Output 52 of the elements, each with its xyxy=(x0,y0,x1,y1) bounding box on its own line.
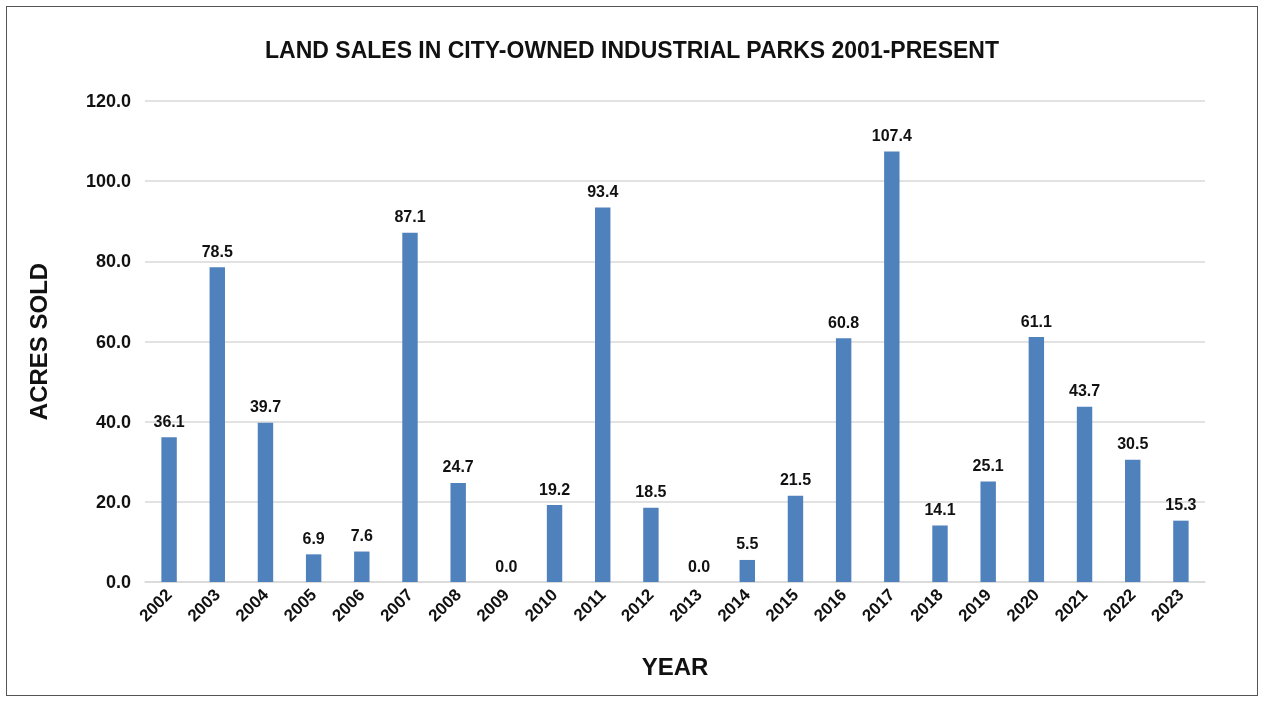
bar xyxy=(835,338,852,582)
y-tick-label: 100.0 xyxy=(85,171,131,192)
data-label: 15.3 xyxy=(1165,496,1197,514)
bar xyxy=(739,559,755,582)
data-label: 39.7 xyxy=(249,398,282,416)
data-label: 21.5 xyxy=(779,471,812,489)
data-label: 87.1 xyxy=(394,208,426,226)
data-label: 43.7 xyxy=(1068,382,1101,400)
bar xyxy=(209,267,225,582)
data-label: 14.1 xyxy=(924,500,956,518)
bar xyxy=(1028,337,1045,582)
y-tick-label: 120.0 xyxy=(85,91,131,111)
y-axis-title: ACRES SOLD xyxy=(24,262,52,421)
y-tick-label: 20.0 xyxy=(95,491,131,512)
data-label: 19.2 xyxy=(538,480,571,498)
data-label: 5.5 xyxy=(736,535,759,553)
bar xyxy=(787,495,804,582)
data-label: 6.9 xyxy=(302,529,325,547)
bar xyxy=(354,551,370,582)
y-tick-label: 40.0 xyxy=(95,411,131,432)
bar xyxy=(932,525,948,582)
bar xyxy=(402,232,418,582)
y-tick-label: 0.0 xyxy=(105,572,131,592)
bar xyxy=(1076,406,1093,582)
bar xyxy=(884,151,900,582)
bar xyxy=(305,554,322,582)
bar xyxy=(595,207,611,582)
data-label: 7.6 xyxy=(350,527,374,545)
data-label: 0.0 xyxy=(687,557,711,575)
data-label: 93.4 xyxy=(587,183,619,201)
y-tick-label: 60.0 xyxy=(95,331,131,352)
x-axis-title: YEAR xyxy=(641,652,709,680)
data-label: 24.7 xyxy=(442,458,474,476)
data-label: 36.1 xyxy=(153,412,185,430)
bar xyxy=(450,482,466,582)
bar xyxy=(1173,520,1189,582)
data-label: 107.4 xyxy=(871,127,912,145)
bar xyxy=(643,507,659,582)
data-label: 61.1 xyxy=(1020,312,1053,330)
data-label: 78.5 xyxy=(201,242,233,260)
bar xyxy=(546,505,563,582)
bar xyxy=(1125,459,1141,582)
data-label: 25.1 xyxy=(972,456,1004,474)
data-label: 18.5 xyxy=(635,483,667,501)
data-label: 30.5 xyxy=(1117,435,1149,453)
bar xyxy=(980,481,996,582)
data-label: 60.8 xyxy=(828,313,860,331)
y-tick-label: 80.0 xyxy=(95,251,131,272)
bar xyxy=(257,422,274,582)
chart-title: LAND SALES IN CITY-OWNED INDUSTRIAL PARKS 2001-PRESENT xyxy=(265,36,999,63)
bar xyxy=(161,437,177,582)
data-label: 0.0 xyxy=(495,557,518,575)
